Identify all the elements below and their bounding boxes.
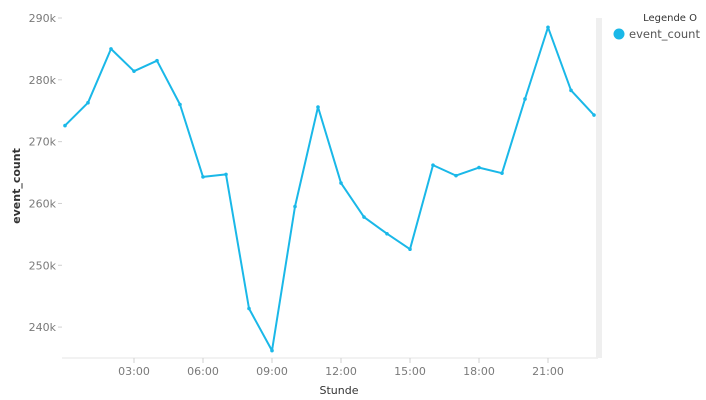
legend-title: Legende O xyxy=(643,13,697,24)
legend-scrollbar[interactable] xyxy=(596,18,602,358)
data-point[interactable] xyxy=(109,47,113,51)
data-point[interactable] xyxy=(293,204,297,209)
data-point[interactable] xyxy=(477,165,481,170)
y-tick-label: 270k xyxy=(29,136,57,149)
series-line-event-count[interactable] xyxy=(64,26,595,352)
data-point[interactable] xyxy=(178,102,182,107)
data-point[interactable] xyxy=(362,215,366,219)
data-point[interactable] xyxy=(132,69,136,73)
y-tick-label: 260k xyxy=(29,197,57,210)
data-point[interactable] xyxy=(224,172,228,177)
data-point[interactable] xyxy=(86,100,90,105)
legend-item-event-count[interactable]: event_count xyxy=(613,27,701,41)
data-point[interactable] xyxy=(523,97,527,101)
data-point[interactable] xyxy=(339,181,343,185)
data-point[interactable] xyxy=(270,348,274,353)
x-tick-label: 15:00 xyxy=(394,365,426,378)
data-point[interactable] xyxy=(385,231,389,236)
data-point[interactable] xyxy=(592,113,596,117)
y-tick-label: 240k xyxy=(29,321,57,334)
x-tick-label: 06:00 xyxy=(187,365,219,378)
x-axis-title: Stunde xyxy=(320,384,359,397)
y-axis-title: event_count xyxy=(10,148,23,224)
data-point[interactable] xyxy=(431,163,435,167)
data-point[interactable] xyxy=(316,105,320,109)
x-tick-label: 21:00 xyxy=(532,365,564,378)
series-layer xyxy=(63,25,596,353)
y-tick-label: 250k xyxy=(29,259,57,272)
data-point[interactable] xyxy=(546,25,550,30)
x-tick-label: 09:00 xyxy=(256,365,288,378)
data-point[interactable] xyxy=(201,175,205,179)
data-point[interactable] xyxy=(247,306,251,311)
data-point[interactable] xyxy=(155,58,159,63)
data-point[interactable] xyxy=(408,247,412,251)
data-point[interactable] xyxy=(454,173,458,178)
x-tick-label: 03:00 xyxy=(118,365,150,378)
data-point[interactable] xyxy=(500,171,504,175)
y-tick-label: 280k xyxy=(29,74,57,87)
y-axis-ticks: 240k 250k 260k 270k 280k 290k xyxy=(29,12,62,334)
y-tick-label: 290k xyxy=(29,12,57,25)
x-tick-label: 18:00 xyxy=(463,365,495,378)
x-tick-label: 12:00 xyxy=(325,365,357,378)
data-point[interactable] xyxy=(63,123,67,128)
x-axis-ticks: 03:00 06:00 09:00 12:00 15:00 18:00 21:00 xyxy=(118,358,564,378)
legend-label: event_count xyxy=(629,27,700,41)
legend-marker xyxy=(613,28,625,40)
data-point[interactable] xyxy=(569,88,573,93)
